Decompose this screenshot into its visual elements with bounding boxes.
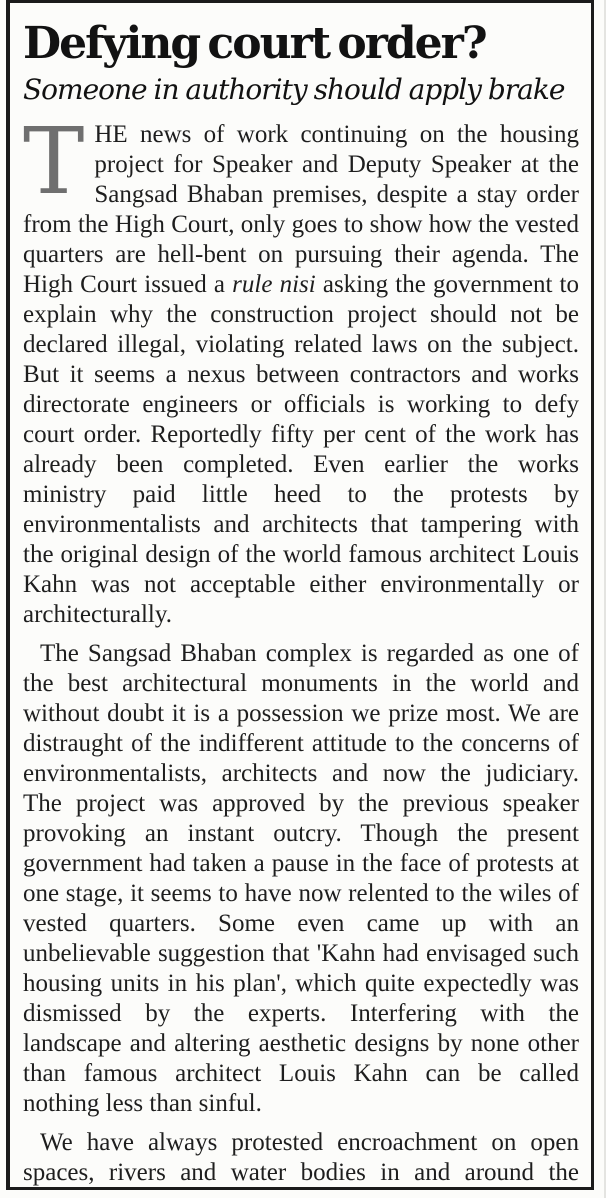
paragraph-1-continued-text: asking the government to explain why the… bbox=[23, 271, 579, 628]
paragraph-3: We have always protested encroachment on… bbox=[23, 1129, 579, 1186]
paragraph-1-lead-text: HE news of work continuing on the housin… bbox=[23, 121, 579, 298]
adjacent-column-edge-line bbox=[604, 0, 606, 1198]
paragraph-1: T HE news of work continuing on the housi… bbox=[23, 108, 579, 630]
article-subtitle: Someone in authority should apply brake bbox=[23, 73, 565, 106]
article-body: T HE news of work continuing on the housi… bbox=[23, 108, 579, 1187]
article-title: Defying court order? bbox=[23, 18, 488, 69]
rule-nisi-italic-phrase: rule nisi bbox=[232, 271, 316, 298]
drop-cap-letter: T bbox=[23, 108, 85, 215]
paragraph-2: The Sangsad Bhaban complex is regarded a… bbox=[23, 640, 579, 1117]
article-border-box: Defying court order? Someone in authorit… bbox=[6, 0, 594, 1190]
